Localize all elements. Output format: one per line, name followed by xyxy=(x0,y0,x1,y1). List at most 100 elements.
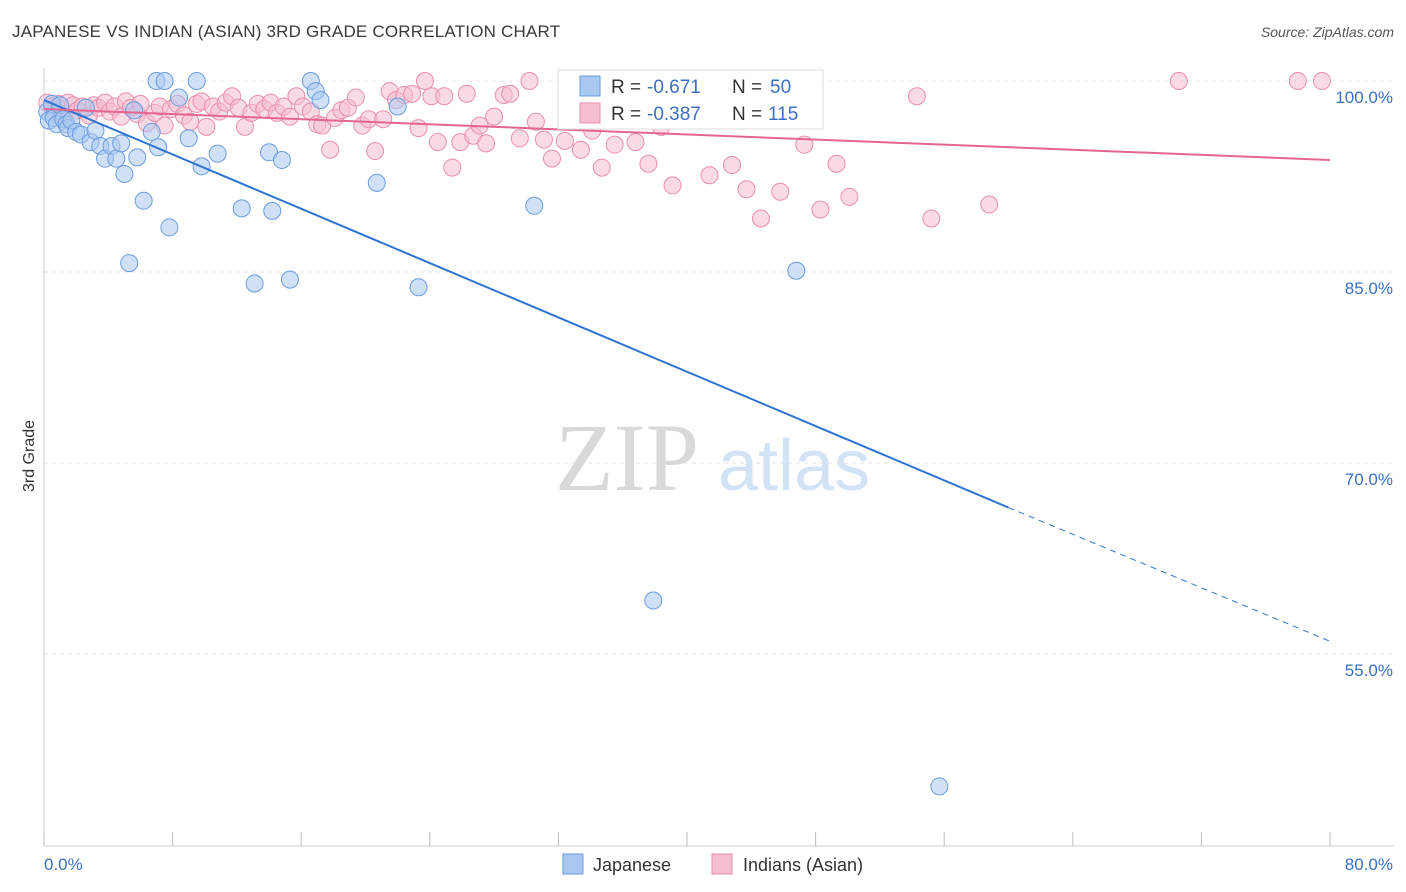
stats-legend: R = -0.671 N = 50 R = -0.387 N = 115 xyxy=(557,69,824,130)
x-tick-label-min: 0.0% xyxy=(44,855,83,874)
indians-point xyxy=(428,133,447,152)
gridlines xyxy=(44,80,1394,655)
japanese-point xyxy=(128,148,147,167)
indians-point xyxy=(1169,72,1188,90)
y-tick-label-55: 55.0% xyxy=(1345,661,1393,680)
japanese-trend-extension xyxy=(1008,507,1331,642)
japanese-point xyxy=(525,196,544,215)
y-tick-label-70: 70.0% xyxy=(1345,470,1393,489)
japanese-point xyxy=(930,777,949,796)
japanese-point xyxy=(107,149,126,168)
japanese-point xyxy=(787,261,806,280)
indians-point xyxy=(321,140,340,159)
indians-point xyxy=(1288,72,1307,90)
indians-point xyxy=(366,142,385,161)
bottom-legend-japanese: Japanese xyxy=(593,855,671,875)
y-tick-label-85: 85.0% xyxy=(1345,279,1393,298)
japanese-point xyxy=(142,122,161,141)
indians-point xyxy=(510,129,529,148)
indians-point xyxy=(751,209,770,228)
indians-point xyxy=(415,72,434,90)
indians-point xyxy=(197,117,216,136)
indians-point xyxy=(592,158,611,177)
stats-legend-box xyxy=(557,69,824,130)
japanese-point xyxy=(367,173,386,192)
indians-point xyxy=(639,154,658,173)
japanese-point xyxy=(263,201,282,220)
japanese-point xyxy=(112,134,131,153)
japanese-point xyxy=(170,88,189,107)
indians-trend-line xyxy=(43,108,1331,161)
japanese-point xyxy=(149,138,168,157)
japanese-point xyxy=(232,199,251,218)
indians-point xyxy=(435,87,454,106)
indians-point xyxy=(700,166,719,185)
indians-point xyxy=(811,200,830,219)
japanese-point xyxy=(280,270,299,289)
series-legend: Japanese Indians (Asian) xyxy=(562,853,863,875)
indians-point xyxy=(534,130,553,149)
indians-point xyxy=(501,84,520,103)
indians-point xyxy=(457,84,476,103)
legend-swatch-japanese xyxy=(579,75,601,97)
indians-point xyxy=(443,158,462,177)
legend-n-label-2: N = xyxy=(732,104,762,125)
indians-point xyxy=(840,187,859,206)
indians-point xyxy=(626,133,645,152)
japanese-point xyxy=(245,274,264,293)
japanese-point xyxy=(409,278,428,297)
indians-point xyxy=(723,156,742,175)
japanese-point xyxy=(125,101,144,120)
y-tick-label-100: 100.0% xyxy=(1335,88,1393,107)
japanese-point xyxy=(311,91,330,110)
japanese-trend-line xyxy=(43,99,1009,509)
japanese-point xyxy=(155,72,174,90)
indians-point xyxy=(771,182,790,201)
indians-point xyxy=(526,112,545,131)
japanese-points xyxy=(38,72,949,796)
x-tick-label-max: 80.0% xyxy=(1345,855,1393,874)
japanese-point xyxy=(76,98,95,117)
chart-title: JAPANESE VS INDIAN (ASIAN) 3RD GRADE COR… xyxy=(12,22,561,41)
source-label: Source: ZipAtlas.com xyxy=(1260,24,1394,40)
watermark-zip: ZIP xyxy=(555,404,699,511)
japanese-point xyxy=(187,72,206,90)
indians-point xyxy=(485,107,504,126)
legend-r-label-1: R = xyxy=(611,77,641,98)
japanese-point xyxy=(134,191,153,210)
indians-point xyxy=(922,209,941,228)
legend-r-label-2: R = xyxy=(611,104,641,125)
indians-point xyxy=(980,195,999,214)
indians-point xyxy=(605,135,624,154)
indians-point xyxy=(795,135,814,154)
indians-point xyxy=(827,154,846,173)
japanese-point xyxy=(179,129,198,148)
indians-point xyxy=(374,110,393,129)
legend-r-value-2: -0.387 xyxy=(647,104,701,125)
indians-point xyxy=(737,180,756,199)
indians-point xyxy=(346,88,365,107)
indians-point xyxy=(571,140,590,159)
bottom-legend-indians: Indians (Asian) xyxy=(743,855,863,875)
indians-point xyxy=(542,149,561,168)
watermark-atlas: atlas xyxy=(718,426,870,506)
indians-point xyxy=(907,87,926,106)
bottom-legend-swatch-indians xyxy=(711,853,733,875)
japanese-point xyxy=(644,591,663,610)
indians-point xyxy=(409,119,428,138)
indians-point xyxy=(520,72,539,90)
japanese-point xyxy=(388,97,407,116)
trend-lines xyxy=(43,99,1331,642)
indians-point xyxy=(555,131,574,150)
indians-point xyxy=(663,176,682,195)
japanese-point xyxy=(120,254,139,273)
japanese-point xyxy=(208,144,227,163)
legend-n-value-1: 50 xyxy=(770,77,791,98)
japanese-point xyxy=(115,164,134,183)
japanese-point xyxy=(272,150,291,169)
indians-point xyxy=(477,134,496,153)
y-axis-title: 3rd Grade xyxy=(21,420,38,492)
japanese-point xyxy=(160,218,179,237)
indians-point xyxy=(1312,72,1331,90)
